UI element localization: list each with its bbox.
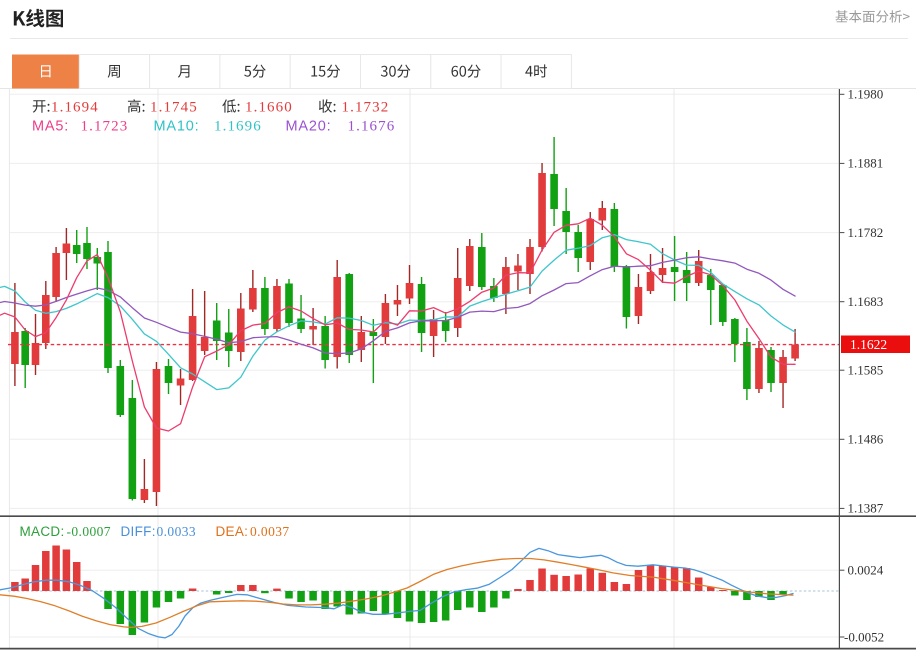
svg-text:MA10:: MA10: <box>154 119 200 135</box>
svg-text:1.1696: 1.1696 <box>214 119 262 135</box>
svg-text:1.1486: 1.1486 <box>848 432 884 447</box>
svg-text:1.1387: 1.1387 <box>848 501 884 516</box>
svg-text:DIFF:: DIFF: <box>121 524 156 539</box>
svg-text:1.1732: 1.1732 <box>342 100 390 116</box>
svg-text:1.1622: 1.1622 <box>850 337 887 352</box>
svg-text:MACD:: MACD: <box>20 524 65 539</box>
svg-text:1.1745: 1.1745 <box>150 100 198 116</box>
svg-text:1.1782: 1.1782 <box>848 225 884 240</box>
svg-text:-0.0052: -0.0052 <box>844 629 884 644</box>
svg-text:1.1723: 1.1723 <box>81 119 129 135</box>
svg-text:1.1676: 1.1676 <box>348 119 396 135</box>
svg-text:1.1660: 1.1660 <box>245 100 293 116</box>
svg-text:1.1980: 1.1980 <box>848 87 884 102</box>
svg-text:0.0033: 0.0033 <box>157 524 197 539</box>
svg-text:1.1683: 1.1683 <box>848 294 884 309</box>
svg-text:1.1881: 1.1881 <box>848 156 884 171</box>
svg-text:DEA:: DEA: <box>216 524 249 539</box>
svg-text:MA20:: MA20: <box>286 119 332 135</box>
svg-text:0.0024: 0.0024 <box>848 563 884 578</box>
svg-text:0.0037: 0.0037 <box>250 524 290 539</box>
svg-text:1.1585: 1.1585 <box>848 363 884 378</box>
svg-text:1.1694: 1.1694 <box>51 100 99 116</box>
svg-text:MA5:: MA5: <box>32 119 69 135</box>
svg-text:-0.0007: -0.0007 <box>67 524 111 539</box>
